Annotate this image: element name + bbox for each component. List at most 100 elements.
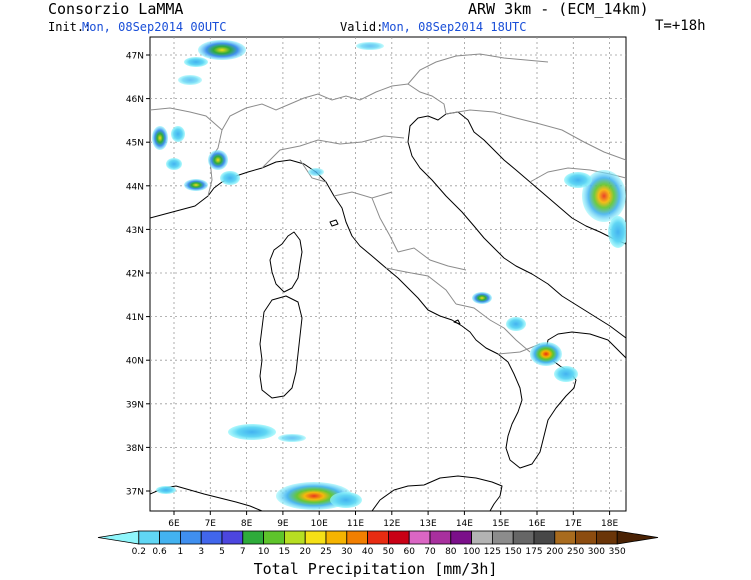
precip-cell-genoa	[220, 171, 240, 185]
colorbar-swatch	[179, 530, 202, 545]
colorbar-swatch	[263, 530, 285, 545]
elba-island	[329, 219, 339, 227]
lon-label: 13E	[420, 519, 437, 529]
colorbar-swatch	[325, 530, 348, 545]
precip-cell-west-4	[184, 179, 208, 191]
colorbar-label: 175	[525, 547, 542, 557]
lon-label: 16E	[528, 519, 545, 529]
tyrrhenian-coastline	[150, 159, 577, 469]
precip-cell-alps-north-2	[184, 57, 208, 67]
colorbar-swatch	[346, 530, 368, 545]
colorbar-label: 80	[445, 547, 457, 557]
precip-cell-africa-2	[330, 492, 362, 508]
colorbar-swatch	[616, 530, 659, 545]
colorbar-label: 70	[424, 547, 436, 557]
lat-label: 45N	[126, 139, 144, 149]
title-left: Consorzio LaMMA	[48, 0, 184, 18]
init-label: Init.:	[48, 20, 92, 34]
colorbar-swatch	[533, 530, 556, 545]
lat-label: 47N	[126, 52, 144, 62]
colorbar-swatch	[97, 530, 140, 545]
precip-cell-calabria-2	[554, 366, 578, 382]
alpine-border	[209, 83, 447, 161]
colorbar-label: 10	[258, 547, 270, 557]
colorbar-swatch	[429, 530, 452, 545]
lat-label: 42N	[126, 270, 144, 280]
colorbar-label: 125	[484, 547, 501, 557]
colorbar-label: 60	[403, 547, 415, 557]
precipitation-areas	[152, 40, 626, 510]
colorbar-swatch	[575, 530, 597, 545]
precip-cell-tyrrhenian	[228, 424, 276, 440]
lon-label: 14E	[456, 519, 473, 529]
precip-cell-alps-north	[198, 40, 246, 60]
lat-label: 38N	[126, 444, 144, 454]
colorbar-label: 7	[240, 547, 246, 557]
lat-label: 44N	[126, 182, 144, 192]
france-swiss-border	[150, 107, 223, 131]
map-frame	[149, 36, 627, 512]
lat-label: 43N	[126, 226, 144, 236]
lat-lon-grid	[150, 37, 626, 511]
capri-ischia	[453, 319, 461, 325]
colorbar-swatch	[596, 530, 618, 545]
colorbar: 0.2 0.6 1 3 5 7 10 15 20 25 30 40 50 60 70 80 100 125 150 1…	[97, 530, 659, 557]
precip-cell-balkans-3	[608, 216, 626, 248]
lon-label: 18E	[601, 519, 618, 529]
precip-cell-west-3	[166, 158, 182, 170]
lat-label: 46N	[126, 95, 144, 105]
colorbar-swatch	[242, 530, 265, 545]
colorbar-label: 5	[219, 547, 225, 557]
colorbar-label: 25	[320, 547, 331, 557]
precip-cell-west-1	[152, 126, 168, 150]
sardinia-coast	[259, 295, 303, 399]
austria-border	[407, 53, 549, 85]
colorbar-swatch	[283, 530, 306, 545]
precip-cell-west-2	[171, 126, 185, 142]
colorbar-label: 100	[463, 547, 480, 557]
colorbar-label: 30	[341, 547, 353, 557]
lon-label: 10E	[311, 519, 328, 529]
lon-label: 17E	[565, 519, 582, 529]
colorbar-label: 50	[383, 547, 395, 557]
precip-cell-swiss	[356, 42, 384, 50]
lon-label: 7E	[205, 519, 217, 529]
colorbar-label: 200	[546, 547, 563, 557]
colorbar-label: 20	[299, 547, 311, 557]
colorbar-label: 1	[178, 547, 184, 557]
lat-label: 40N	[126, 357, 144, 367]
valid-label: Valid:	[340, 20, 384, 34]
lat-label: 41N	[126, 313, 144, 323]
lat-label: 39N	[126, 400, 144, 410]
colorbar-label: 0.6	[152, 547, 167, 557]
lat-label: 37N	[126, 488, 144, 498]
precip-cell-balkans-2	[564, 172, 592, 188]
colorbar-swatch	[138, 530, 161, 545]
colorbar-title: Total Precipitation [mm/3h]	[253, 560, 498, 578]
longitude-labels: 6E 7E 8E 9E 10E 11E 12E 13E 14E 15E 16E 17E 18E	[168, 511, 618, 529]
colorbar-swatch	[367, 530, 389, 545]
colorbar-swatch	[221, 530, 244, 545]
lon-label: 15E	[492, 519, 509, 529]
lon-label: 11E	[347, 519, 364, 529]
precip-cell-africa-3	[156, 486, 176, 494]
colorbar-swatch	[471, 530, 493, 545]
colorbar-swatch	[387, 530, 410, 545]
lon-label: 6E	[168, 519, 180, 529]
corsica-coast	[269, 231, 303, 293]
coastlines	[150, 111, 626, 511]
colorbar-label: 350	[609, 547, 626, 557]
colorbar-swatch	[491, 530, 514, 545]
precip-cell-tyrrhenian-2	[278, 434, 306, 442]
colorbar-label: 150	[505, 547, 522, 557]
colorbar-label: 15	[279, 547, 290, 557]
dalmatian-coastline	[445, 111, 626, 245]
init-time: Mon, 08Sep2014 00UTC	[82, 20, 227, 34]
precip-cell-basilicata	[506, 317, 526, 331]
colorbar-label: 40	[362, 547, 374, 557]
colorbar-swatch	[554, 530, 576, 545]
slovenia-croatia-border	[445, 109, 626, 161]
precip-cell-campania	[472, 292, 492, 304]
model-title: ARW 3km - (ECM_14km)	[468, 0, 649, 18]
